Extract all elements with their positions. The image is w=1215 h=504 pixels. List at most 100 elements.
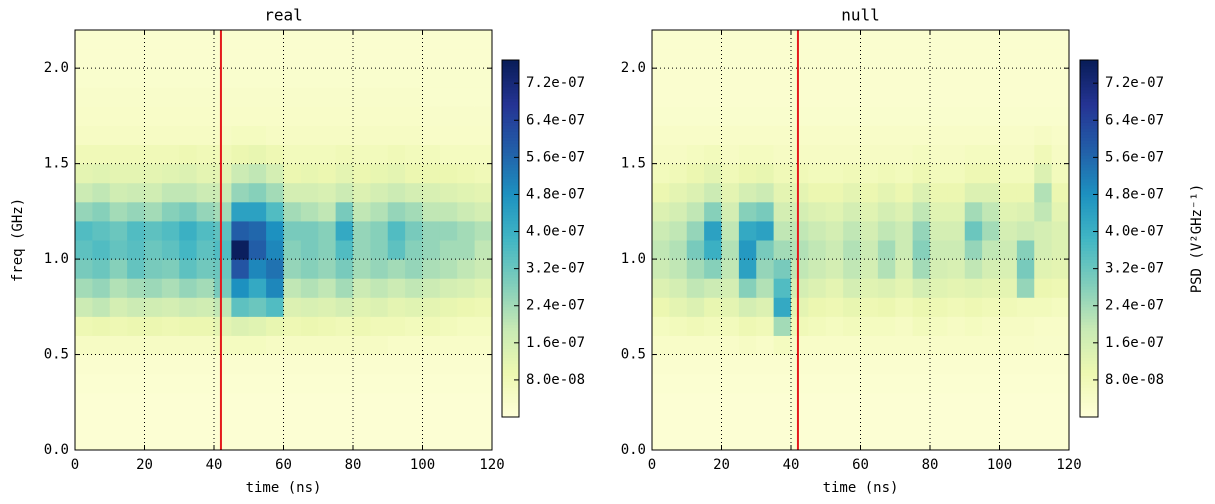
heatmap-cell — [75, 373, 93, 394]
heatmap-cell — [756, 182, 775, 203]
heatmap-cell — [721, 392, 740, 413]
heatmap-cell — [214, 106, 232, 126]
heatmap-cell — [999, 278, 1018, 298]
heatmap-cell — [721, 201, 740, 222]
colorbar-segment — [502, 205, 519, 210]
colorbar-segment — [502, 113, 519, 118]
heatmap-cell — [457, 316, 476, 336]
heatmap-cell — [405, 49, 423, 69]
heatmap-cell — [405, 354, 423, 375]
heatmap-cell — [895, 411, 914, 432]
colorbar-segment — [502, 309, 519, 314]
colorbar-segment — [502, 384, 519, 388]
heatmap-cell — [266, 201, 284, 222]
heatmap-cell — [75, 220, 93, 241]
colorbar-segment — [1080, 155, 1098, 159]
heatmap-cell — [457, 411, 476, 432]
heatmap-cell — [179, 411, 198, 432]
colorbar-segment — [1080, 381, 1098, 385]
heatmap-cell — [895, 87, 914, 107]
heatmap-cell — [283, 335, 302, 356]
heatmap-cell — [144, 259, 163, 279]
colorbar-segment — [502, 155, 519, 159]
colorbar-segment — [1080, 408, 1098, 412]
heatmap-cell — [652, 259, 670, 279]
heatmap-cell — [843, 144, 861, 165]
heatmap-cell — [248, 49, 267, 69]
colorbar-segment — [502, 366, 519, 370]
heatmap-cell — [1016, 411, 1035, 432]
heatmap-cell — [791, 354, 809, 375]
heatmap-cell — [721, 240, 740, 260]
colorbar-segment — [1080, 211, 1098, 216]
heatmap-cell — [335, 30, 354, 50]
heatmap-cell — [370, 373, 389, 394]
heatmap-cell — [335, 297, 354, 317]
heatmap-cell — [179, 87, 198, 107]
heatmap-cell — [196, 87, 215, 107]
heatmap-cell — [370, 259, 389, 279]
heatmap-cell — [422, 49, 441, 69]
heatmap-cell — [75, 201, 93, 222]
heatmap-cell — [808, 240, 827, 260]
heatmap-cell — [387, 220, 406, 241]
colorbar-segment — [502, 95, 519, 100]
heatmap-cell — [652, 373, 670, 394]
heatmap-cell — [791, 68, 809, 88]
heatmap-cell — [214, 87, 232, 107]
colorbar-segment — [1080, 217, 1098, 222]
heatmap-cell — [387, 278, 406, 298]
y-tick-label: 2.0 — [44, 60, 69, 76]
colorbar-tick-label: 7.2e-07 — [526, 75, 585, 91]
heatmap-cell — [144, 316, 163, 336]
heatmap-cell — [248, 335, 267, 356]
heatmap-cell — [405, 144, 423, 165]
heatmap-cell — [791, 49, 809, 69]
heatmap-cell — [964, 68, 983, 88]
heatmap-cell — [248, 411, 267, 432]
heatmap-cell — [335, 316, 354, 336]
heatmap-cell — [652, 49, 670, 69]
heatmap-cell — [335, 220, 354, 241]
heatmap-cell — [652, 201, 670, 222]
heatmap-cell — [877, 125, 896, 146]
heatmap-cell — [964, 278, 983, 298]
heatmap-cell — [405, 297, 423, 317]
colorbar-segment — [502, 68, 519, 73]
heatmap-cell — [231, 87, 250, 107]
heatmap-cell — [947, 259, 966, 279]
colorbar-tick-label: 4.0e-07 — [1105, 224, 1164, 240]
heatmap-cell — [353, 201, 371, 222]
heatmap-cell — [75, 240, 93, 260]
heatmap-cell — [999, 106, 1018, 126]
heatmap-cell — [214, 30, 232, 50]
heatmap-cell — [669, 373, 688, 394]
colorbar-segment — [502, 60, 519, 64]
colorbar-segment — [1080, 187, 1098, 192]
heatmap-cell — [825, 278, 844, 298]
heatmap-cell — [214, 354, 232, 375]
heatmap-cell — [300, 335, 319, 356]
colorbar-segment — [502, 351, 519, 356]
heatmap-cell — [196, 278, 215, 298]
heatmap-cell — [405, 373, 423, 394]
heatmap-cell — [964, 259, 983, 279]
heatmap-cell — [144, 220, 163, 241]
colorbar-segment — [1080, 393, 1098, 397]
colorbar-segment — [1080, 321, 1098, 326]
heatmap-cell — [109, 297, 128, 317]
colorbar-segment — [502, 265, 519, 269]
heatmap-cell — [161, 240, 180, 260]
heatmap-cell — [773, 278, 792, 298]
heatmap-cell — [738, 201, 757, 222]
heatmap-cell — [387, 259, 406, 279]
heatmap-cell — [370, 106, 389, 126]
colorbar-segment — [1080, 315, 1098, 320]
heatmap-cell — [266, 354, 284, 375]
colorbar-segment — [502, 250, 519, 254]
heatmap-cell — [843, 106, 861, 126]
colorbar-segment — [1080, 312, 1098, 317]
heatmap-cell — [999, 259, 1018, 279]
colorbar-segment — [502, 253, 519, 257]
